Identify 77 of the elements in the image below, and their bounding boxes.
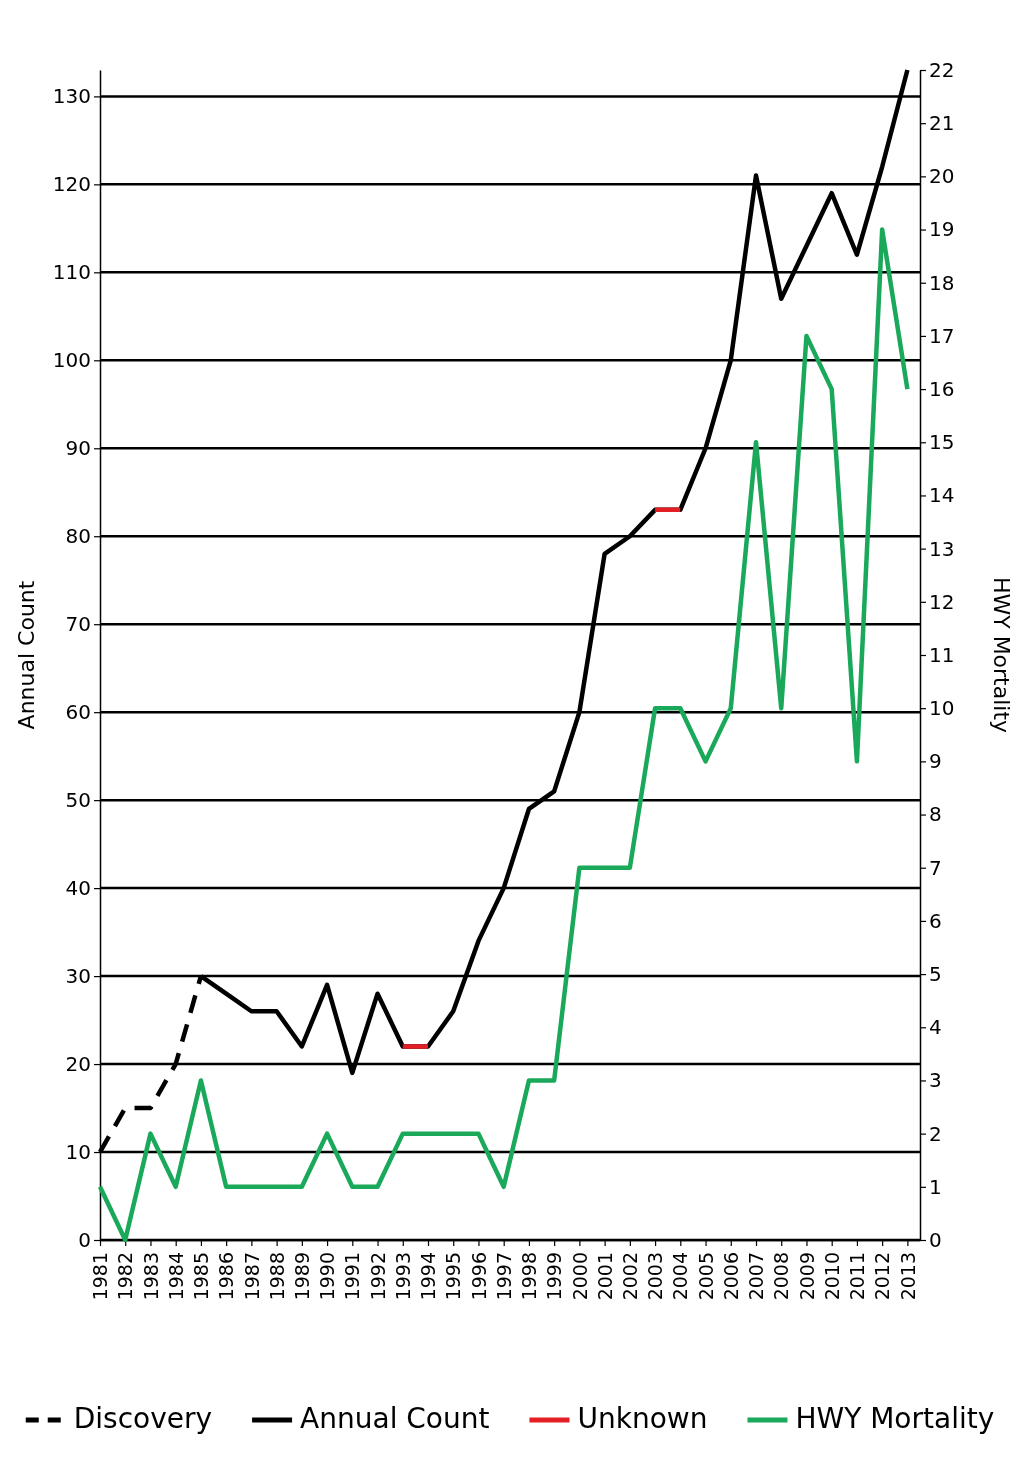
x-tick-label: 1986 bbox=[215, 1252, 238, 1301]
y-tick-label: 50 bbox=[65, 788, 91, 813]
y-tick-label: 80 bbox=[65, 524, 91, 549]
y2-tick-label: 8 bbox=[929, 802, 942, 827]
y2-tick-label: 16 bbox=[929, 376, 955, 401]
legend-label: Unknown bbox=[577, 1402, 708, 1435]
y-tick-label: 30 bbox=[65, 963, 91, 988]
y-tick-label: 10 bbox=[65, 1139, 91, 1164]
x-tick-label: 1982 bbox=[114, 1252, 137, 1301]
y-tick-label: 0 bbox=[78, 1227, 91, 1252]
y-tick-label: 20 bbox=[65, 1051, 91, 1076]
x-tick-label: 2003 bbox=[644, 1252, 667, 1301]
y2-tick-label: 11 bbox=[929, 642, 955, 667]
x-tick-label: 1981 bbox=[89, 1252, 112, 1301]
x-tick-label: 1983 bbox=[139, 1252, 162, 1301]
y2-tick-label: 6 bbox=[929, 908, 942, 933]
x-tick-label: 2012 bbox=[871, 1252, 894, 1301]
legend-label: Discovery bbox=[73, 1402, 213, 1435]
y2-tick-label: 9 bbox=[929, 749, 942, 774]
y2-tick-label: 1 bbox=[929, 1174, 942, 1199]
x-tick-label: 1994 bbox=[417, 1252, 440, 1301]
y2-tick-label: 18 bbox=[929, 270, 955, 295]
y-tick-label: 130 bbox=[52, 84, 91, 109]
x-tick-label: 1993 bbox=[391, 1252, 414, 1301]
y2-tick-label: 13 bbox=[929, 536, 955, 561]
x-tick-label: 2004 bbox=[669, 1252, 692, 1301]
x-tick-label: 2009 bbox=[795, 1252, 818, 1301]
x-tick-label: 2001 bbox=[593, 1252, 616, 1301]
y-tick-label: 120 bbox=[52, 172, 91, 197]
y2-tick-label: 19 bbox=[929, 217, 955, 242]
y-axis-title: Annual Count bbox=[14, 580, 39, 730]
y2-tick-label: 0 bbox=[929, 1227, 942, 1252]
legend-label: Annual Count bbox=[300, 1402, 490, 1435]
x-tick-label: 1995 bbox=[442, 1252, 465, 1301]
x-tick-label: 1996 bbox=[467, 1252, 490, 1301]
y-tick-label: 110 bbox=[52, 260, 91, 285]
x-tick-label: 1985 bbox=[190, 1252, 213, 1301]
x-tick-label: 1992 bbox=[366, 1252, 389, 1301]
x-tick-label: 2002 bbox=[619, 1252, 641, 1301]
x-tick-label: 1999 bbox=[543, 1252, 566, 1301]
line-series bbox=[97, 227, 910, 1243]
x-tick-label: 1984 bbox=[164, 1252, 187, 1301]
x-tick-label: 2013 bbox=[896, 1252, 919, 1301]
legend-label: HWY Mortality bbox=[795, 1402, 995, 1435]
y-tick-label: 40 bbox=[65, 876, 91, 901]
y2-tick-label: 15 bbox=[929, 430, 955, 455]
y2-tick-label: 2 bbox=[929, 1121, 942, 1146]
y-tick-label: 70 bbox=[65, 612, 91, 637]
y2-tick-label: 4 bbox=[929, 1015, 942, 1040]
y2-tick-label: 3 bbox=[929, 1068, 942, 1093]
y2-tick-label: 14 bbox=[929, 483, 955, 508]
x-tick-label: 1991 bbox=[341, 1252, 364, 1301]
x-tick-label: 2005 bbox=[694, 1252, 717, 1301]
x-tick-label: 1997 bbox=[492, 1252, 515, 1301]
y2-axis-title: HWY Mortality bbox=[989, 576, 1014, 734]
x-tick-label: 1988 bbox=[265, 1252, 288, 1301]
x-tick-label: 1990 bbox=[316, 1252, 339, 1301]
y2-tick-label: 5 bbox=[929, 961, 942, 986]
y-tick-label: 60 bbox=[65, 700, 91, 725]
y2-tick-label: 17 bbox=[929, 323, 955, 348]
x-tick-label: 2011 bbox=[846, 1252, 869, 1301]
x-tick-label: 1998 bbox=[518, 1252, 541, 1301]
y2-tick-label: 22 bbox=[929, 57, 955, 82]
y-tick-label: 90 bbox=[65, 436, 91, 461]
y2-tick-label: 12 bbox=[929, 589, 955, 614]
x-tick-label: 2000 bbox=[568, 1252, 591, 1301]
y2-tick-label: 7 bbox=[929, 855, 942, 880]
x-tick-label: 2008 bbox=[770, 1252, 793, 1301]
x-tick-label: 1987 bbox=[240, 1252, 263, 1301]
y2-tick-label: 10 bbox=[929, 696, 955, 721]
x-tick-label: 2007 bbox=[745, 1252, 768, 1301]
y-tick-label: 100 bbox=[52, 348, 91, 373]
x-tick-label: 2006 bbox=[719, 1252, 742, 1301]
x-tick-label: 2010 bbox=[820, 1252, 843, 1301]
y2-tick-label: 20 bbox=[929, 164, 955, 189]
x-tick-label: 1989 bbox=[291, 1252, 313, 1301]
y2-tick-label: 21 bbox=[929, 111, 955, 136]
